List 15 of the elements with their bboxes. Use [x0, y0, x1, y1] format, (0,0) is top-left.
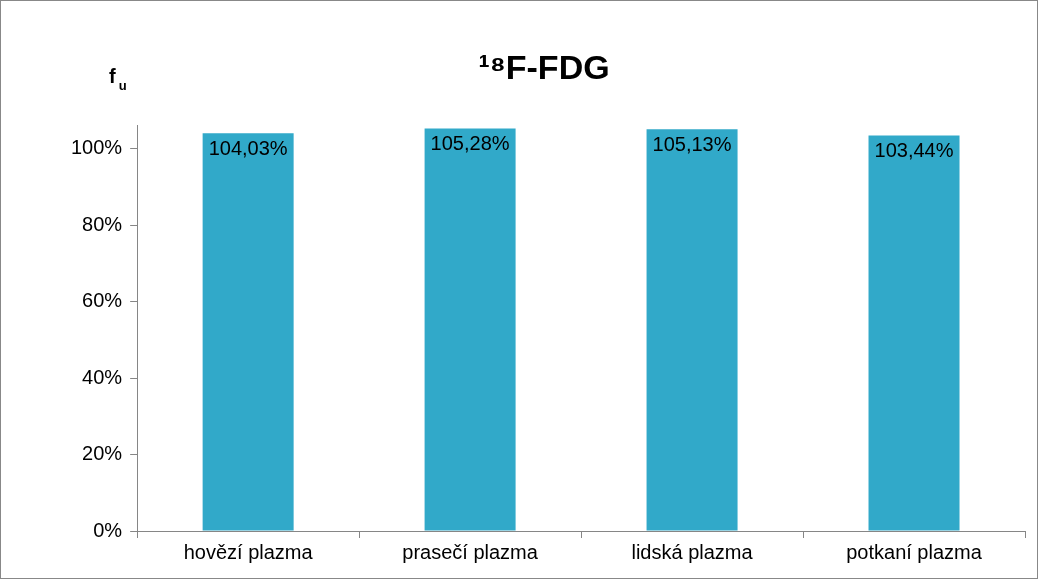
y-tick-label: 0% [93, 518, 123, 541]
data-label: 105,13% [652, 132, 732, 155]
data-label: 103,44% [874, 139, 954, 162]
y-tick-label: 40% [82, 365, 123, 388]
y-tick-label: 80% [82, 212, 123, 235]
x-tick-label: potkaní plazma [846, 540, 983, 563]
x-tick-label: prasečí plazma [402, 540, 539, 563]
y-tick-label: 60% [82, 289, 123, 312]
chart-title: ¹⁸F-FDG [478, 47, 610, 86]
x-tick-label: lidská plazma [631, 540, 754, 563]
y-tick-label: 100% [71, 136, 123, 159]
y-tick-label: 20% [82, 442, 123, 465]
x-tick-label: hovězí plazma [183, 540, 314, 563]
data-label: 104,03% [208, 136, 288, 159]
data-label: 105,28% [430, 132, 510, 155]
